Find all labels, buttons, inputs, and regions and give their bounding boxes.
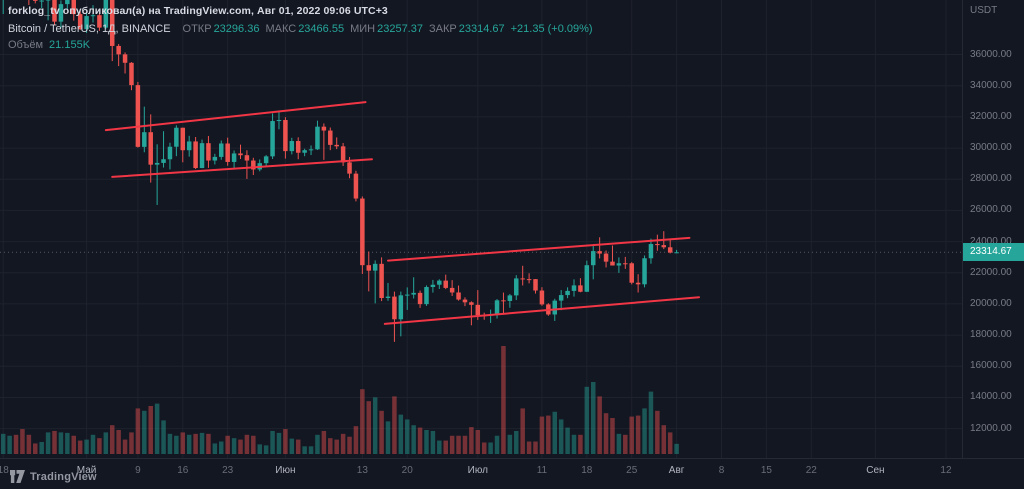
time-tick-label: 13 <box>356 465 368 476</box>
price-axis[interactable]: USDT 36000.00 34000.00 32000.00 30000.00 280… <box>962 0 1024 458</box>
price-tick-label: 18000.00 <box>970 329 1012 341</box>
chart-plot-area[interactable] <box>0 0 962 458</box>
time-tick-label: Июн <box>275 465 296 476</box>
price-change: +21.35 (+0.09%) <box>510 23 593 35</box>
price-tick-label: 36000.00 <box>970 48 1012 60</box>
volume-bars <box>0 346 679 454</box>
last-price-badge: 23314.67 <box>963 243 1024 262</box>
ohlc-label: МИН <box>350 23 376 35</box>
time-tick-label: Май <box>76 465 97 476</box>
ohlc-value: 23314.67 <box>458 23 505 35</box>
symbol-title: Bitcoin / TetherUS, 1Д, BINANCE <box>8 23 171 35</box>
time-axis[interactable]: 18 Май 9 16 23 Июн 13 20 Июл 11 18 25 Авг 8 15 22 Сен 12 <box>0 458 962 489</box>
symbol-row: Bitcoin / TetherUS, 1Д, BINANCE ОТКР 23296… <box>8 21 593 37</box>
ohlc-values: ОТКР 23296.36 МАКС 23466.55 МИН 23257.37 ЗАКР 2… <box>177 23 505 35</box>
tradingview-watermark[interactable]: TradingView <box>10 470 97 483</box>
volume-row: Объём 21.155K <box>8 37 593 53</box>
time-tick-label: 8 <box>718 465 725 476</box>
ohlc-label: МАКС <box>265 23 297 35</box>
time-tick-label: 9 <box>135 465 141 476</box>
gridlines <box>0 0 962 458</box>
price-tick-label: 32000.00 <box>970 110 1012 122</box>
ohlc-value: 23296.36 <box>213 23 260 35</box>
volume-label: Объём <box>8 39 44 51</box>
time-tick-label: Авг <box>668 465 685 476</box>
time-tick-label: 20 <box>401 465 413 476</box>
time-tick-label: 18 <box>581 465 593 476</box>
candlestick-chart[interactable] <box>0 0 962 458</box>
price-tick-label: 12000.00 <box>970 422 1012 434</box>
ohlc-value: 23466.55 <box>298 23 345 35</box>
tradingview-brand-text: TradingView <box>30 470 97 483</box>
volume-value: 21.155K <box>49 39 91 51</box>
time-tick-label: 22 <box>805 465 817 476</box>
price-tick-label: 14000.00 <box>970 391 1012 403</box>
time-tick-label: 23 <box>222 465 234 476</box>
time-tick-label: 25 <box>626 465 638 476</box>
axis-corner <box>962 458 1024 489</box>
trendline[interactable] <box>111 158 373 178</box>
price-tick-label: 34000.00 <box>970 79 1012 91</box>
time-tick-label: 12 <box>940 465 952 476</box>
time-tick-label: 18 <box>0 465 9 476</box>
price-tick-label: 26000.00 <box>970 204 1012 216</box>
tradingview-logo-icon <box>10 470 25 483</box>
time-tick-label: 15 <box>760 465 772 476</box>
trendline[interactable] <box>387 236 691 262</box>
published-line: forklog_tv опубликовал(а) на TradingView… <box>8 5 388 17</box>
price-tick-label: 16000.00 <box>970 360 1012 372</box>
time-tick-label: 16 <box>177 465 189 476</box>
symbol-legend: Bitcoin / TetherUS, 1Д, BINANCE ОТКР 23296… <box>8 21 593 53</box>
price-unit-label: USDT <box>970 5 998 16</box>
price-tick-label: 30000.00 <box>970 142 1012 154</box>
price-tick-label: 24000.00 <box>970 235 1012 247</box>
price-tick-label: 20000.00 <box>970 297 1012 309</box>
price-tick-label: 28000.00 <box>970 173 1012 185</box>
trendline[interactable] <box>104 101 367 132</box>
time-tick-label: 11 <box>536 465 548 476</box>
ohlc-label: ЗАКР <box>428 23 457 35</box>
ohlc-label: ОТКР <box>182 23 212 35</box>
time-tick-label: Июл <box>467 465 488 476</box>
time-tick-label: Сен <box>866 465 885 476</box>
ohlc-value: 23257.37 <box>377 23 423 35</box>
trendline[interactable] <box>383 296 701 325</box>
price-tick-label: 22000.00 <box>970 266 1012 278</box>
